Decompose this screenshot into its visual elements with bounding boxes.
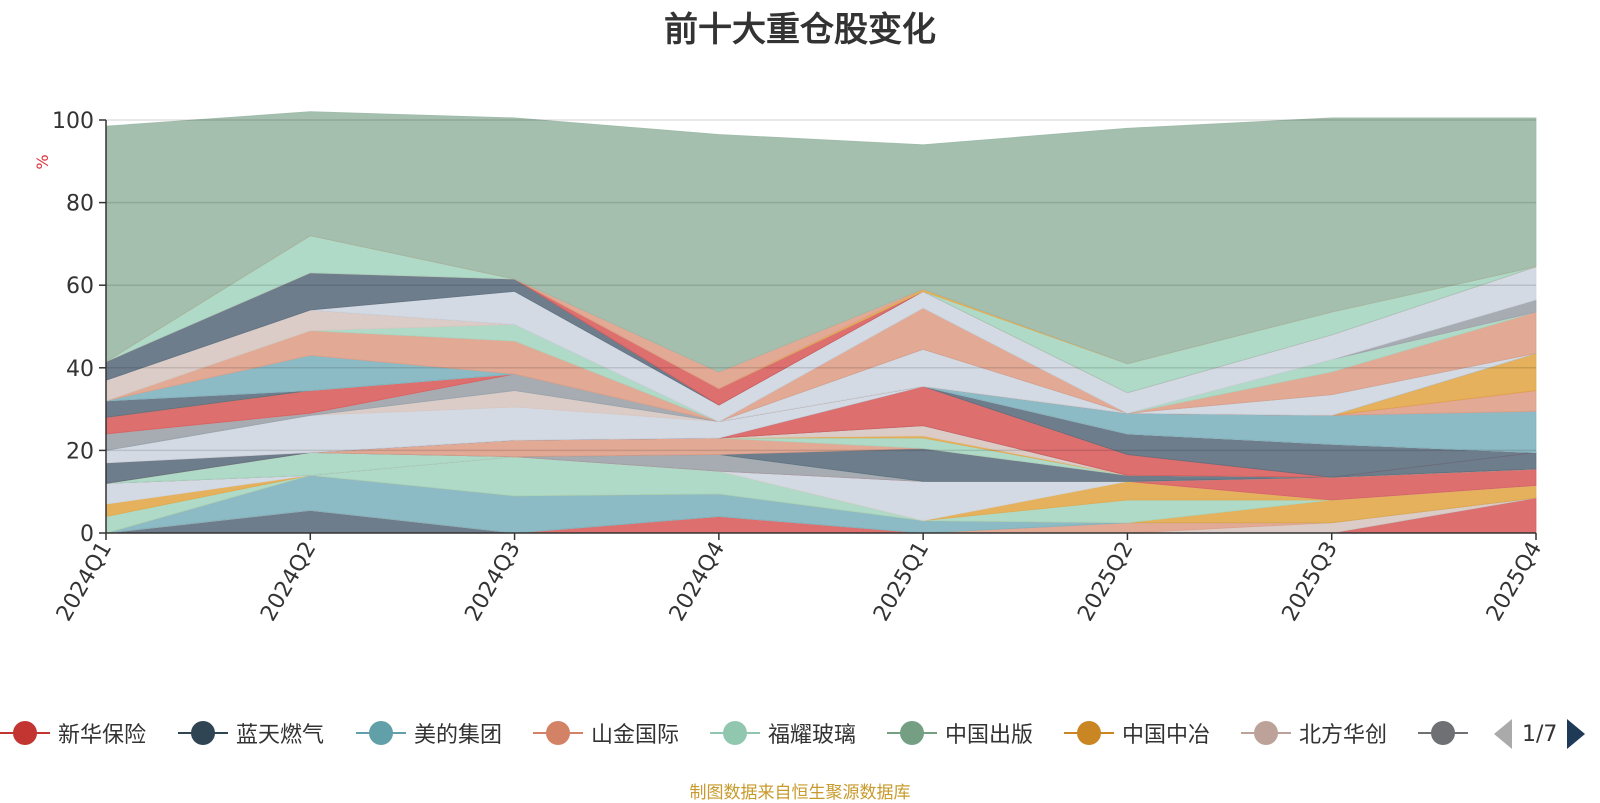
chart-legend[interactable]: 新华保险 蓝天燃气 美的集团 山金国际 福耀玻璃 中国出版 中国中冶 北方华创 [0,708,1600,758]
legend-item[interactable]: 蓝天燃气 [178,708,324,758]
x-tick-label: 2025Q4 [1482,538,1547,626]
legend-item[interactable]: 福耀玻璃 [710,708,856,758]
data-source-note: 制图数据来自恒生聚源数据库 [689,783,911,803]
y-axis-label: % [33,154,52,169]
legend-marker-icon [1064,718,1114,748]
legend-label: 中国出版 [945,723,1034,748]
chart-title: 前十大重仓股变化 [664,10,936,50]
x-tick-label: 2024Q3 [460,538,525,626]
legend-next-page-icon[interactable] [1567,719,1586,749]
x-tick-label: 2025Q3 [1278,538,1343,626]
legend-item[interactable]: 美的集团 [356,708,502,758]
grid-lines [106,119,1536,452]
legend-label: 新华保险 [58,723,147,748]
legend-page-indicator: 1/7 [1522,721,1558,747]
legend-marker-icon [1241,718,1291,748]
legend-label: 北方华创 [1299,723,1388,748]
legend-item[interactable]: 中国出版 [887,708,1033,758]
y-tick-label: 20 [66,439,94,464]
y-tick-label: 0 [80,522,94,547]
y-tick-label: 80 [66,192,94,217]
x-tick-label: 2024Q4 [665,538,730,626]
legend-item[interactable] [1418,708,1476,758]
legend-item[interactable]: 中国中冶 [1064,708,1210,758]
x-tick-label: 2025Q1 [869,538,934,626]
x-tick-label: 2024Q1 [52,538,117,626]
legend-marker-icon [1418,718,1468,748]
legend-pager: 1/7 [1490,716,1600,752]
legend-item[interactable]: 北方华创 [1241,708,1387,758]
legend-label: 中国中冶 [1122,723,1211,748]
y-tick-label: 60 [66,274,94,299]
legend-prev-page-icon[interactable] [1494,719,1512,749]
x-tick-label: 2024Q2 [256,538,321,626]
area-series-41 [105,111,1537,373]
legend-item[interactable]: 山金国际 [533,708,679,758]
legend-marker-icon [0,718,50,748]
legend-label: 福耀玻璃 [768,723,857,748]
y-tick-label: 40 [66,357,94,382]
legend-marker-icon [533,718,583,748]
legend-label: 美的集团 [414,723,503,748]
legend-marker-icon [356,718,406,748]
legend-label: 山金国际 [591,723,680,748]
area-series-layer [105,111,1537,534]
x-tick-label: 2025Q2 [1073,538,1138,626]
y-tick-label: 100 [52,109,94,134]
legend-marker-icon [710,718,760,748]
legend-marker-icon [887,718,937,748]
legend-label: 蓝天燃气 [236,723,325,748]
legend-marker-icon [178,718,228,748]
legend-item[interactable]: 新华保险 [0,708,146,758]
